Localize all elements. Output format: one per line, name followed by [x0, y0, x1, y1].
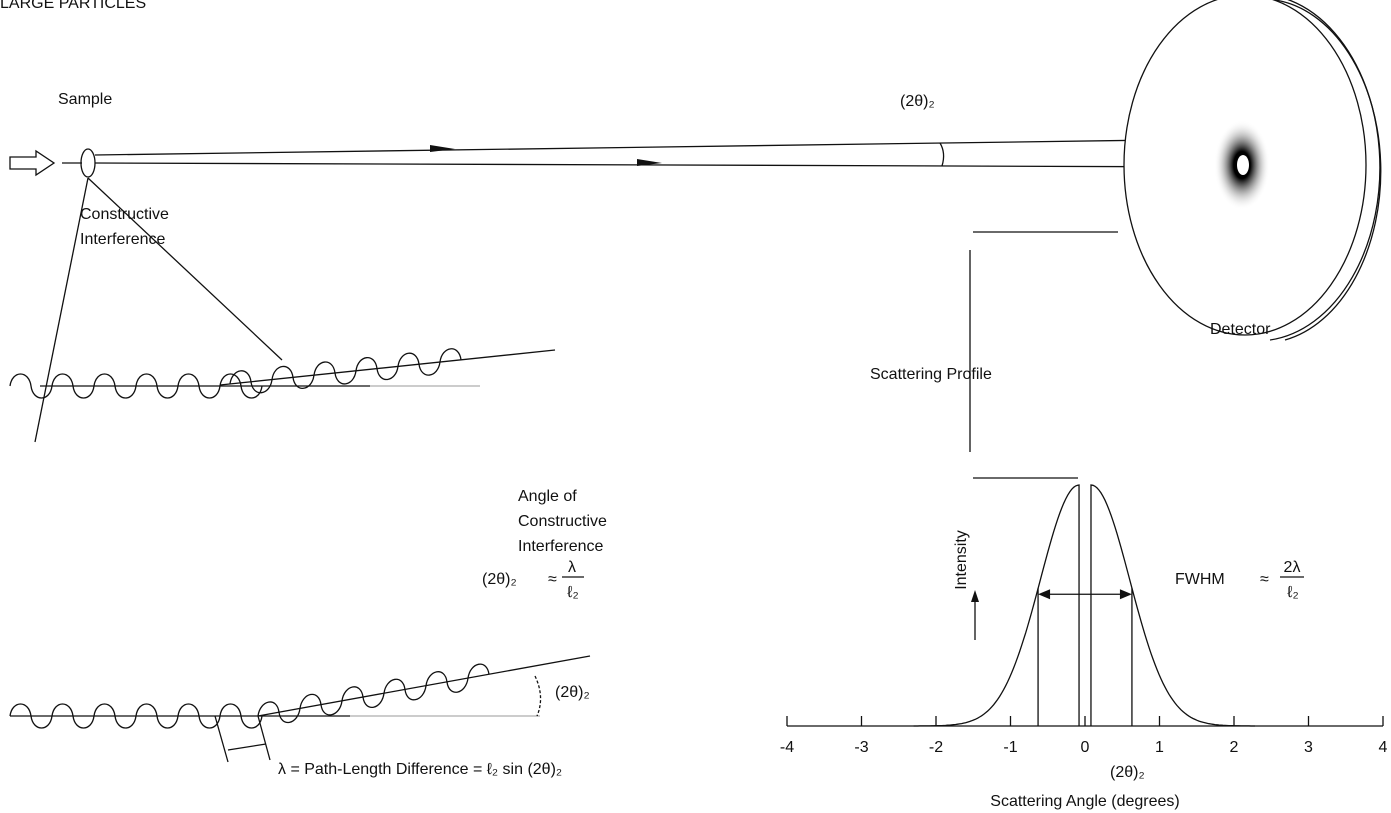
arrowhead: [430, 145, 455, 152]
x-tick-label: 0: [1081, 739, 1090, 756]
wave-angle-label: (2θ)₂: [555, 684, 590, 701]
direct-beam: [94, 162, 1241, 168]
sample-label: Sample: [58, 91, 112, 108]
x-tick-label: -1: [1003, 739, 1017, 756]
fwhm-op: ≈: [1260, 571, 1269, 588]
x-tick-label: 3: [1304, 739, 1313, 756]
arrowhead: [1038, 589, 1051, 600]
beam-angle-label: (2θ)₂: [900, 93, 935, 110]
beam-stop: [1237, 155, 1249, 175]
scattered-beam: [94, 138, 1229, 156]
profile-curve: [1090, 484, 1255, 727]
dimension-line: [257, 715, 271, 761]
angle-arc: [939, 142, 945, 167]
x-tick-label: -3: [854, 739, 868, 756]
x-axis-label: Scattering Angle (degrees): [990, 793, 1179, 810]
x-tick-label: 1: [1155, 739, 1164, 756]
arrowhead: [637, 159, 662, 166]
arrowhead: [971, 590, 979, 602]
dimension-arrow: [227, 743, 267, 751]
formula-lhs: (2θ)₂: [482, 571, 517, 588]
x-tick-label: -2: [929, 739, 943, 756]
scatter-line: [219, 349, 556, 386]
x-tick-label: 4: [1379, 739, 1388, 756]
x-tick-label: -4: [780, 739, 794, 756]
fwhm-label: FWHM: [1175, 571, 1225, 588]
scatter-line: [257, 655, 591, 717]
wave: [229, 348, 462, 394]
wave: [257, 663, 490, 723]
arrowhead: [1119, 589, 1132, 600]
fwhm-denominator: ℓ₂: [1287, 584, 1298, 601]
header-title: LARGE PARTICLES: [0, 0, 146, 12]
center-label: (2θ)₂: [1110, 764, 1145, 781]
constructive-label: Interference: [80, 231, 165, 248]
cone-line: [87, 177, 283, 361]
angle-label: Angle of: [518, 488, 577, 505]
path-length-label: λ = Path-Length Difference = ℓ₂ sin (2θ)…: [278, 761, 562, 778]
dimension-line: [214, 715, 229, 763]
profile-curve: [913, 484, 1080, 727]
angle-label: Interference: [518, 538, 603, 555]
x-tick-label: 2: [1230, 739, 1239, 756]
y-axis-label: Intensity: [953, 530, 970, 590]
formula-denominator: ℓ₂: [567, 584, 578, 601]
angle-arc: [534, 675, 542, 717]
incoming-arrow: [9, 149, 56, 177]
sample: [80, 148, 96, 178]
detector-label: Detector: [1210, 321, 1271, 338]
fwhm-numerator: 2λ: [1284, 559, 1301, 576]
profile-chart: Scattering Angle (degrees) (2θ)₂ Intensi…: [953, 530, 1304, 810]
constructive-label: Constructive: [80, 206, 169, 223]
angle-label: Constructive: [518, 513, 607, 530]
detector-back: [1274, 0, 1382, 341]
formula-numerator: λ: [568, 559, 576, 576]
profile-label: Scattering Profile: [870, 366, 992, 383]
formula-op: ≈: [548, 571, 557, 588]
